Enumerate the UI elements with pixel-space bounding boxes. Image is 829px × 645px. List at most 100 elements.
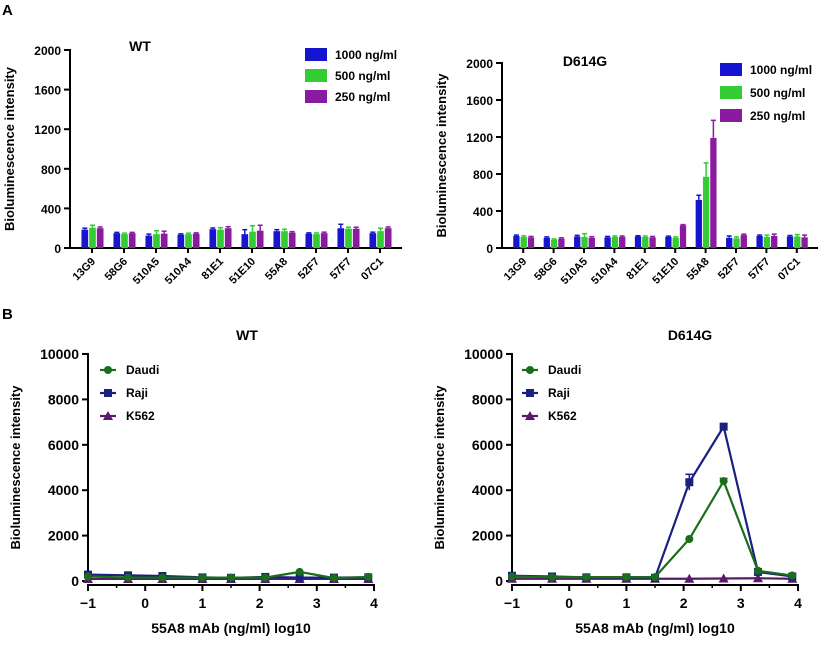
category-label: 52F7	[716, 256, 742, 282]
data-point	[788, 571, 797, 580]
x-tick-label: 3	[737, 595, 745, 611]
legend-marker	[104, 366, 112, 374]
data-point	[719, 477, 728, 486]
chart-title: D614G	[563, 53, 607, 69]
legend-swatch	[720, 86, 742, 99]
bar	[345, 228, 352, 248]
bar	[649, 237, 656, 248]
y-tick-label: 2000	[472, 528, 503, 544]
legend-label: Daudi	[548, 363, 581, 377]
y-tick-label: 4000	[48, 482, 79, 498]
bar	[513, 235, 520, 248]
x-tick-label: 2	[256, 595, 264, 611]
legend-label: Raji	[548, 386, 570, 400]
bar	[256, 230, 264, 248]
series-line	[511, 478, 793, 579]
bar	[313, 234, 320, 248]
bar	[305, 233, 313, 248]
bar	[710, 137, 717, 248]
bar	[695, 199, 702, 248]
y-tick-label: 1600	[34, 84, 61, 98]
y-tick-label: 6000	[48, 437, 79, 453]
bar	[177, 234, 185, 248]
x-tick-label: 3	[313, 595, 321, 611]
category-label: 52F7	[296, 256, 322, 282]
y-tick-label: 10000	[40, 346, 79, 362]
panel-label-b: B	[2, 306, 13, 323]
bar	[113, 233, 121, 248]
y-axis-label: Bioluminescence intensity	[8, 385, 23, 550]
category-label: 13G9	[502, 256, 530, 284]
y-tick-label: 4000	[472, 482, 503, 498]
y-tick-label: 8000	[48, 391, 79, 407]
category-label: 51E10	[227, 256, 258, 287]
bar	[145, 235, 153, 248]
bar	[771, 235, 778, 248]
x-tick-label: 4	[370, 595, 378, 611]
category-label: 81E1	[199, 256, 226, 283]
chart-title: D614G	[668, 327, 712, 343]
legend-label: 250 ng/ml	[750, 109, 805, 123]
chart-a-wt: WT Bioluminescence intensity 0 400 800 1200 16…	[2, 38, 402, 287]
legend-label: K562	[548, 409, 577, 423]
category-label: 58G6	[103, 256, 131, 284]
x-tick-label: −1	[504, 595, 520, 611]
data-point	[158, 573, 167, 582]
data-point	[198, 573, 207, 582]
bar	[337, 228, 345, 248]
chart-a-d614g: D614G Bioluminescence intensity 0 400 800 120…	[434, 53, 818, 287]
legend-marker	[103, 411, 113, 420]
legend-marker	[525, 411, 535, 420]
data-point	[651, 573, 659, 582]
y-tick-label: 800	[41, 163, 61, 177]
bar	[217, 229, 224, 248]
legend-swatch	[720, 63, 742, 76]
legend-label: 500 ng/ml	[335, 69, 390, 83]
bar	[527, 237, 535, 248]
data-point	[548, 573, 557, 582]
category-label: 81E1	[624, 256, 651, 283]
data-point	[329, 574, 338, 583]
y-tick-label: 400	[473, 205, 493, 219]
data-point	[684, 573, 695, 583]
category-label: 57F7	[328, 256, 354, 282]
bar	[192, 233, 200, 248]
series-line	[511, 423, 793, 579]
x-tick-label: 2	[680, 595, 688, 611]
bar	[241, 234, 249, 248]
bar	[288, 232, 296, 248]
y-tick-label: 800	[473, 168, 493, 182]
y-axis-label: Bioluminescence intensity	[432, 385, 447, 550]
bar	[89, 227, 96, 248]
y-tick-label: 2000	[34, 44, 61, 58]
data-point	[261, 573, 270, 582]
category-label: 510A5	[559, 256, 590, 287]
y-tick-label: 1200	[34, 123, 61, 137]
legend-swatch	[305, 69, 327, 82]
y-tick-label: 8000	[472, 391, 503, 407]
data-point	[719, 422, 728, 431]
bar	[153, 234, 160, 248]
data-point	[622, 573, 631, 582]
bar	[733, 238, 740, 248]
bar	[634, 236, 642, 248]
y-tick-label: 0	[495, 573, 503, 589]
category-label: 55A8	[263, 256, 290, 283]
bar	[679, 225, 687, 248]
panel-label-a: A	[2, 2, 13, 19]
legend-label: Raji	[126, 386, 148, 400]
bar	[642, 236, 649, 248]
legend-label: 1000 ng/ml	[335, 48, 397, 62]
bar	[611, 236, 619, 248]
bar	[801, 237, 808, 248]
bar	[384, 228, 392, 248]
bar	[756, 235, 763, 248]
x-tick-label: 1	[199, 595, 207, 611]
data-point	[752, 573, 763, 583]
data-point	[295, 573, 304, 582]
legend-label: K562	[126, 409, 155, 423]
data-point	[582, 573, 591, 582]
bar	[763, 236, 771, 248]
legend-label: 500 ng/ml	[750, 86, 805, 100]
